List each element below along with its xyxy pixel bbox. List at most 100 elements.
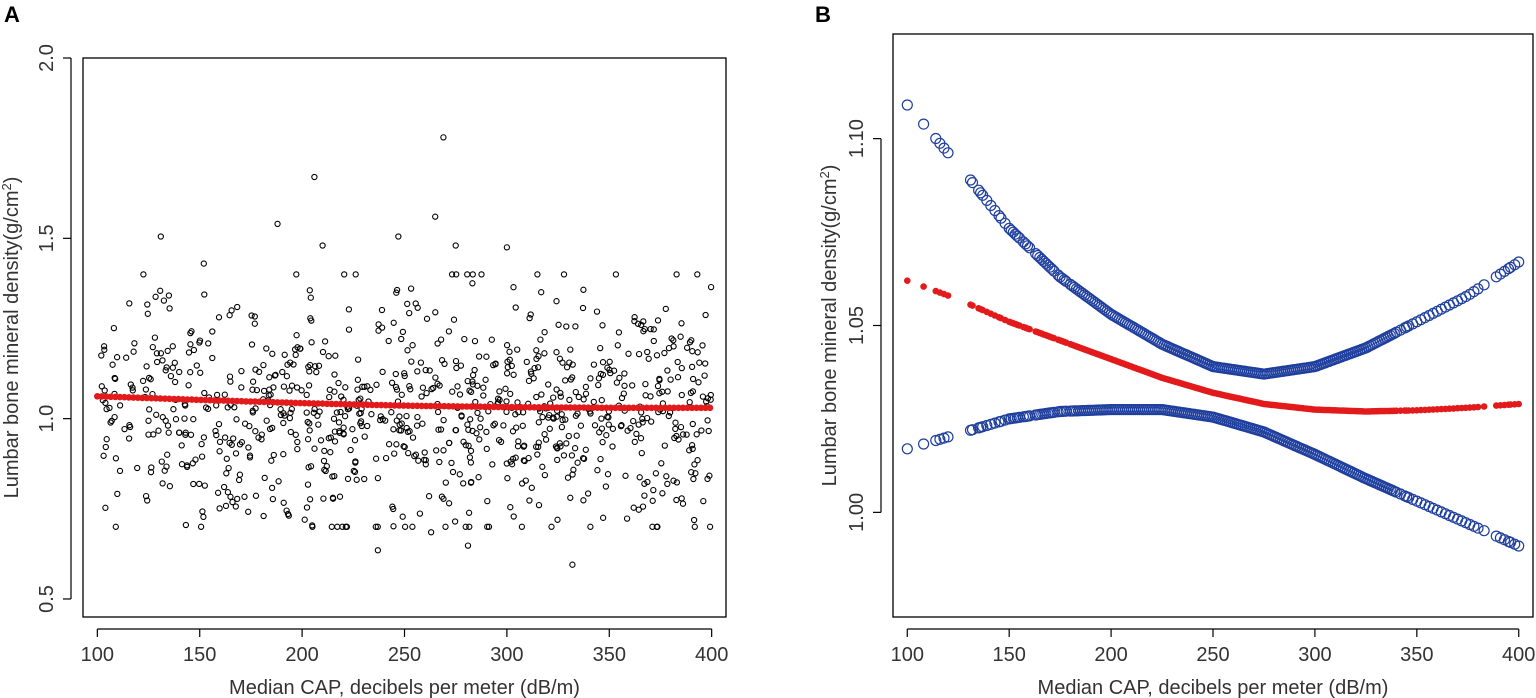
data-point bbox=[321, 466, 328, 473]
data-point bbox=[322, 467, 329, 475]
data-point bbox=[252, 405, 259, 412]
data-point bbox=[398, 335, 405, 343]
data-point bbox=[372, 523, 379, 530]
data-point bbox=[336, 493, 344, 500]
data-point bbox=[673, 432, 680, 440]
data-point bbox=[677, 423, 685, 431]
data-point bbox=[283, 373, 291, 380]
data-point bbox=[286, 414, 294, 422]
data-point bbox=[160, 297, 168, 304]
data-point bbox=[530, 375, 537, 382]
data-point bbox=[423, 315, 431, 322]
data-point bbox=[103, 405, 110, 413]
data-point bbox=[423, 389, 430, 397]
data-point bbox=[531, 364, 538, 372]
y-tick-label: 0.5 bbox=[36, 585, 58, 613]
data-point bbox=[433, 447, 440, 454]
data-point bbox=[476, 436, 483, 443]
data-point bbox=[305, 382, 313, 389]
data-point bbox=[101, 346, 108, 353]
data-point bbox=[130, 348, 137, 355]
data-point bbox=[673, 271, 680, 278]
data-point bbox=[569, 361, 576, 368]
data-point bbox=[350, 467, 357, 475]
data-point bbox=[292, 351, 299, 359]
data-point bbox=[557, 389, 564, 397]
data-point bbox=[689, 388, 697, 395]
data-point bbox=[126, 300, 133, 307]
data-point bbox=[373, 381, 380, 388]
data-point bbox=[198, 440, 205, 448]
data-point bbox=[572, 323, 579, 330]
ci-point bbox=[1478, 525, 1490, 537]
ci-point bbox=[966, 177, 979, 189]
data-point bbox=[591, 422, 599, 429]
data-point bbox=[672, 419, 679, 426]
data-point bbox=[354, 386, 361, 393]
data-point bbox=[351, 437, 359, 444]
data-point bbox=[659, 490, 666, 497]
data-point bbox=[688, 442, 696, 449]
data-point bbox=[523, 358, 530, 366]
data-point bbox=[162, 367, 169, 374]
data-point bbox=[401, 372, 408, 380]
data-point bbox=[163, 463, 170, 470]
data-point bbox=[335, 379, 342, 387]
data-point bbox=[165, 292, 173, 299]
y-label-main: Lumbar bone mineral density(g/cm bbox=[819, 178, 841, 486]
data-point bbox=[310, 409, 317, 416]
data-point bbox=[468, 478, 475, 486]
data-point bbox=[347, 446, 354, 454]
data-point bbox=[106, 404, 113, 412]
data-point bbox=[152, 293, 159, 300]
data-point bbox=[107, 419, 114, 426]
data-point bbox=[572, 388, 579, 396]
data-point bbox=[563, 440, 570, 447]
data-point bbox=[263, 417, 270, 424]
data-point bbox=[403, 412, 410, 420]
data-point bbox=[567, 494, 574, 501]
data-point bbox=[414, 304, 421, 311]
data-point bbox=[700, 497, 707, 505]
data-point bbox=[614, 342, 621, 349]
y-tick-label: 2.0 bbox=[36, 44, 58, 72]
data-point bbox=[452, 357, 460, 365]
data-point bbox=[405, 449, 412, 457]
x-tick-label: 400 bbox=[695, 644, 728, 666]
x-tick-label: 350 bbox=[1400, 644, 1433, 666]
data-point bbox=[216, 505, 223, 512]
data-point bbox=[149, 343, 156, 351]
data-point bbox=[354, 356, 362, 363]
ci-point bbox=[1036, 253, 1048, 265]
data-point bbox=[683, 344, 691, 351]
data-point bbox=[673, 496, 680, 504]
data-point bbox=[125, 435, 133, 442]
ci-point bbox=[1023, 242, 1036, 254]
data-point bbox=[582, 383, 590, 391]
data-point bbox=[334, 523, 341, 530]
data-point bbox=[582, 390, 590, 397]
data-point bbox=[102, 504, 109, 511]
data-point bbox=[258, 431, 265, 438]
data-point bbox=[385, 441, 393, 448]
data-point bbox=[190, 480, 197, 488]
data-point bbox=[521, 457, 528, 465]
data-point bbox=[213, 431, 220, 439]
data-point bbox=[664, 480, 671, 488]
ci-point bbox=[1009, 228, 1021, 240]
data-point bbox=[432, 309, 439, 316]
data-point bbox=[306, 368, 313, 375]
data-point bbox=[233, 416, 240, 423]
data-point bbox=[677, 333, 684, 340]
data-point bbox=[226, 312, 233, 319]
data-point bbox=[704, 417, 711, 424]
data-point bbox=[414, 413, 421, 421]
data-point bbox=[625, 350, 632, 357]
data-point bbox=[306, 420, 313, 427]
data-point bbox=[598, 425, 606, 432]
data-point bbox=[440, 495, 447, 502]
data-point bbox=[510, 284, 517, 291]
data-point bbox=[637, 435, 645, 442]
data-point bbox=[404, 428, 412, 436]
data-point bbox=[670, 477, 677, 484]
